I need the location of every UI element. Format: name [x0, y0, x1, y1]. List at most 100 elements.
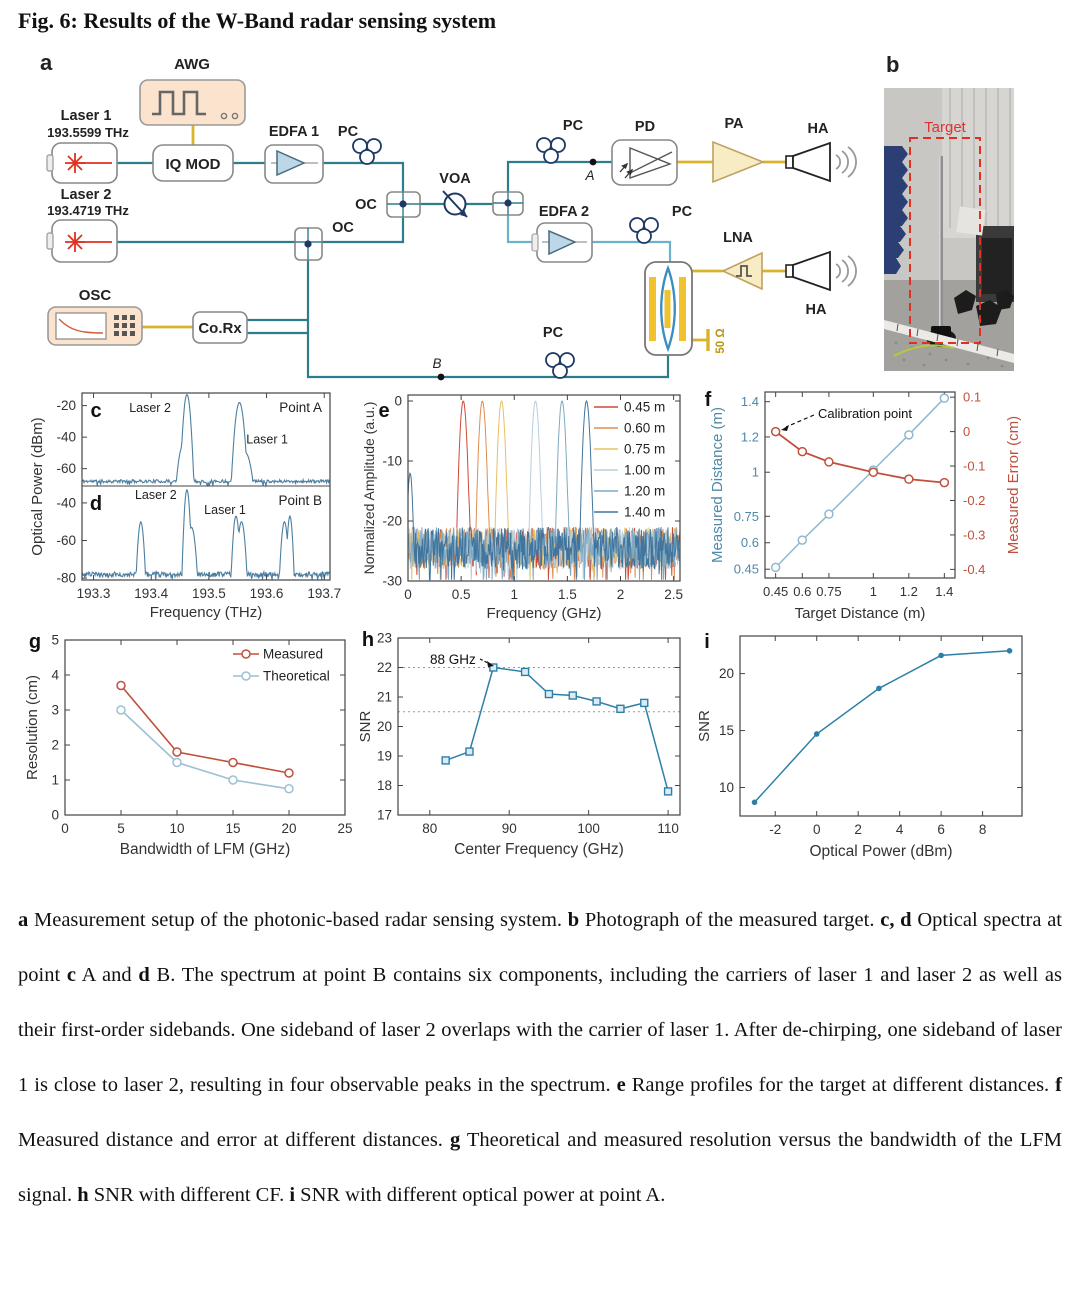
axis-text: 1 — [510, 587, 518, 602]
plot-border — [407, 394, 681, 582]
range-profiles-chart: 0 0.5 1 1.5 2 2.5 0 -10 -20 -30 0.45 m 0.60 m 0.75 m… — [362, 394, 683, 623]
axis-text: 2.5 — [664, 587, 683, 602]
pc2-label: PC — [563, 118, 584, 134]
axis-text: 10 — [169, 821, 184, 836]
axis-text: -60 — [56, 461, 76, 476]
axis-text: -0.2 — [963, 493, 985, 508]
panel-letter: d — [90, 493, 102, 515]
plot-border — [739, 635, 1023, 817]
axis-text: Frequency (GHz) — [486, 605, 601, 622]
plot-border — [764, 391, 956, 579]
axis-text: 193.7 — [307, 586, 341, 601]
data-line — [81, 489, 331, 580]
oc2-label: OC — [332, 220, 354, 236]
axis-text: 5 — [117, 821, 125, 836]
laser2-label: Laser 2 — [61, 187, 112, 203]
axis-text: Resolution (cm) — [25, 675, 41, 780]
lna-label: LNA — [723, 230, 753, 246]
axis-text: -40 — [56, 430, 76, 445]
data-marker — [241, 671, 251, 681]
laser1-freq-label: 193.5599 THz — [47, 125, 129, 140]
data-marker — [939, 477, 950, 488]
annotation-label: Calibration point — [818, 406, 912, 421]
figure-caption: a Measurement setup of the photonic-base… — [18, 909, 1062, 1206]
corner-label: Point B — [278, 493, 322, 508]
axis-text: Optical Power (dBm) — [810, 843, 953, 860]
edfa2-box — [531, 222, 593, 263]
edfa1-box — [264, 144, 324, 184]
iqmod-label: IQ MOD — [166, 156, 221, 173]
photo-image: Target — [884, 88, 1014, 371]
data-marker — [284, 784, 294, 794]
data-marker — [616, 704, 625, 714]
axis-text: 0 — [394, 394, 402, 409]
axis-text: -2 — [769, 822, 781, 837]
axis-text: 8 — [979, 822, 987, 837]
axis-text: 90 — [502, 821, 517, 836]
laser2-freq-label: 193.4719 THz — [47, 203, 129, 218]
axis-text: 193.6 — [250, 586, 284, 601]
data-marker — [441, 756, 450, 765]
axis-text: 1.2 — [900, 584, 918, 599]
axis-text: 1.4 — [935, 584, 953, 599]
axis-text: 20 — [377, 719, 392, 734]
point-a-node — [589, 158, 597, 166]
panel-letter: h — [362, 629, 374, 651]
snr-cf-chart: 80 90 100 110 17 18 19 20 21 22 23 88 GHz h Center Fr… — [358, 629, 681, 858]
axis-text: -20 — [56, 398, 76, 413]
coherent-receiver-box — [192, 311, 248, 344]
pc-loops — [352, 137, 659, 379]
photodetector-box — [611, 139, 678, 186]
axis-text: -20 — [382, 514, 402, 529]
axis-text: 4 — [896, 822, 904, 837]
data-marker — [228, 757, 238, 768]
axis-text: 23 — [377, 631, 392, 646]
panel-b-letter: b — [886, 52, 899, 77]
axis-text: 20 — [719, 666, 734, 681]
data-marker — [751, 799, 758, 806]
axis-text: 80 — [422, 821, 437, 836]
series-label: Laser 1 — [246, 432, 288, 446]
axis-text: Measured Distance (m) — [709, 407, 726, 563]
ha-rx-label: HA — [806, 302, 827, 318]
laser1-box — [46, 142, 118, 184]
legend-label: Measured — [263, 647, 323, 662]
data-marker — [228, 775, 238, 785]
oc1-label: OC — [355, 197, 377, 213]
data-marker — [904, 474, 914, 484]
data-marker — [939, 393, 950, 403]
data-line — [120, 684, 290, 774]
panel-letter: g — [29, 631, 41, 653]
axis-text: SNR — [358, 710, 374, 742]
data-marker — [813, 731, 820, 737]
axis-text: 0.6 — [793, 584, 811, 599]
data-line — [753, 650, 1010, 803]
axis-text: 0 — [813, 822, 821, 837]
data-marker — [904, 430, 914, 440]
snr-power-chart: -2 0 2 4 6 8 10 15 20 i Optical Power (dBm) SNR — [696, 631, 1023, 860]
axis-text: 2 — [854, 822, 862, 837]
data-marker — [241, 649, 251, 659]
diagram-wires — [117, 125, 786, 379]
data-marker — [544, 689, 554, 699]
lna-amplifier — [721, 251, 763, 291]
distance-error-chart: 0.45 0.6 0.75 1 1.2 1.4 0.45 0.6 0.75 1 1.2 1.4 0.1 0… — [705, 389, 1022, 622]
axis-text: 100 — [577, 821, 600, 836]
power-amplifier — [712, 140, 766, 184]
data-marker — [1006, 648, 1013, 654]
axis-text: 6 — [937, 822, 945, 837]
axis-text: -40 — [56, 495, 76, 510]
axis-text: 0 — [963, 424, 970, 439]
axis-text: 1 — [752, 465, 759, 480]
data-marker — [663, 787, 673, 796]
data-marker — [465, 747, 474, 756]
data-marker — [172, 757, 182, 768]
axis-text: -10 — [382, 454, 402, 469]
data-marker — [640, 698, 649, 708]
awg-label: AWG — [174, 56, 210, 73]
axis-text: Frequency (THz) — [150, 604, 263, 621]
data-marker — [797, 535, 808, 545]
data-marker — [284, 768, 294, 778]
axis-text: 193.4 — [134, 586, 168, 601]
point-b-node — [437, 373, 445, 381]
